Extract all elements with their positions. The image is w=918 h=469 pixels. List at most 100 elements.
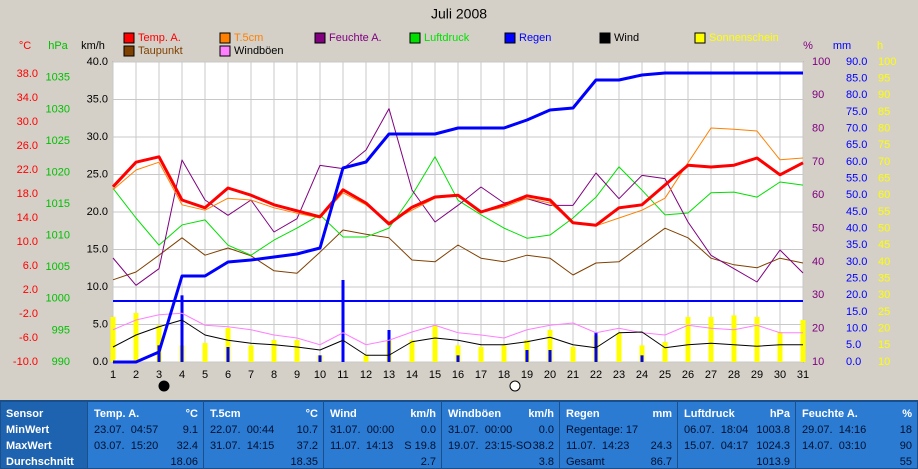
axis-unit: °C [19, 40, 31, 52]
table-value: 19.07. 23:15-SO [448, 440, 532, 452]
legend-swatch [219, 32, 231, 44]
y-tick-label: 40 [878, 256, 890, 268]
y-tick-label: 10.0 [17, 236, 38, 248]
y-tick-label: 10 [812, 356, 824, 368]
legend-swatch [219, 45, 231, 57]
y-tick-label: 40 [812, 256, 824, 268]
y-tick-label: 50.0 [846, 189, 867, 201]
y-tick-label: 80 [812, 123, 824, 135]
y-tick-label: 10.0 [87, 281, 108, 293]
y-tick-label: 5.0 [846, 339, 861, 351]
x-tick-label: 31 [797, 369, 809, 381]
new-moon-icon [158, 380, 170, 392]
y-tick-label: 40.0 [846, 223, 867, 235]
x-tick-label: 17 [475, 369, 487, 381]
y-tick-label: 85 [878, 106, 890, 118]
y-tick-label: 1020 [46, 166, 70, 178]
series-line [111, 155, 804, 227]
table-header: Wind [330, 408, 357, 420]
y-tick-label: 1000 [46, 293, 70, 305]
bar [662, 342, 668, 362]
bar [248, 345, 254, 362]
y-tick-label: 70 [878, 156, 890, 168]
y-tick-label: 26.0 [17, 140, 38, 152]
y-tick-label: 65.0 [846, 139, 867, 151]
table-unit: km/h [528, 408, 554, 420]
y-tick-label: 20 [878, 323, 890, 335]
y-tick-label: 95 [878, 73, 890, 85]
bar [640, 355, 644, 362]
axis-unit: mm [833, 40, 851, 52]
bar [800, 320, 806, 362]
x-tick-label: 27 [705, 369, 717, 381]
table-value: 15.07. 04:17 [684, 440, 748, 452]
table-value: 10.7 [297, 424, 318, 436]
table-unit: mm [652, 408, 672, 420]
table-header: Feuchte A. [802, 408, 858, 420]
x-tick-label: 19 [521, 369, 533, 381]
bar [754, 317, 760, 362]
bar [478, 347, 484, 362]
table-unit: °C [306, 408, 318, 420]
y-tick-label: 1005 [46, 261, 70, 273]
table-header: Temp. A. [94, 408, 139, 420]
axis-unit: hPa [48, 40, 68, 52]
x-tick-label: 22 [590, 369, 602, 381]
y-tick-label: 1030 [46, 103, 70, 115]
x-tick-label: 16 [452, 369, 464, 381]
legend-swatch [694, 32, 706, 44]
y-tick-label: 38.0 [17, 68, 38, 80]
x-tick-label: 29 [751, 369, 763, 381]
x-tick-label: 13 [383, 369, 395, 381]
table-cell [1, 402, 87, 468]
x-tick-label: 14 [406, 369, 418, 381]
bar [547, 330, 553, 362]
legend-swatch [409, 32, 421, 44]
chart-title: Juli 2008 [431, 6, 487, 22]
table-header: T.5cm [210, 408, 241, 420]
y-tick-label: 75 [878, 139, 890, 151]
y-tick-label: 15.0 [87, 243, 108, 255]
x-tick-label: 6 [225, 369, 231, 381]
table-cell [796, 402, 917, 468]
table-value: 38.2 [533, 440, 554, 452]
table-header: Windböen [448, 408, 501, 420]
table-value: 90 [900, 440, 912, 452]
x-tick-label: 26 [682, 369, 694, 381]
y-tick-label: 75.0 [846, 106, 867, 118]
table-value: 0.0 [539, 424, 554, 436]
table-value: 18 [900, 424, 912, 436]
y-tick-label: 18.0 [17, 188, 38, 200]
legend-swatch [599, 32, 611, 44]
y-tick-label: 15 [878, 339, 890, 351]
y-tick-label: 35 [878, 273, 890, 285]
x-tick-label: 23 [613, 369, 625, 381]
table-cell [560, 402, 677, 468]
y-tick-label: 990 [52, 356, 70, 368]
bar [387, 330, 391, 362]
table-cell [204, 402, 323, 468]
x-tick-label: 5 [202, 369, 208, 381]
y-tick-label: 5.0 [93, 318, 108, 330]
bar [110, 317, 116, 362]
y-tick-label: 70.0 [846, 123, 867, 135]
bar [616, 333, 622, 362]
table-value: S 19.8 [404, 440, 436, 452]
y-tick-label: 40.0 [87, 56, 108, 68]
table-value: 37.2 [297, 440, 318, 452]
legend-swatch [123, 32, 135, 44]
y-tick-label: 30 [878, 289, 890, 301]
table-unit: hPa [770, 408, 791, 420]
y-tick-label: 6.0 [23, 260, 38, 272]
y-tick-label: 55 [878, 206, 890, 218]
table-value: 1013.9 [756, 456, 790, 468]
series-line [112, 227, 804, 281]
table-value: 24.3 [651, 440, 672, 452]
table-unit: % [902, 408, 912, 420]
y-tick-label: 50 [812, 223, 824, 235]
y-tick-label: 15.0 [846, 306, 867, 318]
legend-label: Luftdruck [424, 32, 470, 44]
y-tick-label: 25.0 [846, 273, 867, 285]
table-value: 32.4 [177, 440, 198, 452]
